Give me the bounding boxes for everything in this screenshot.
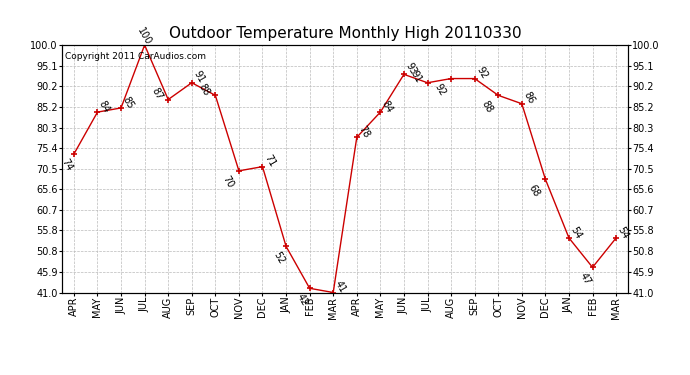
Text: 84: 84 (97, 99, 112, 114)
Text: 52: 52 (272, 249, 286, 266)
Text: 74: 74 (59, 158, 75, 173)
Text: 47: 47 (578, 271, 593, 286)
Text: 70: 70 (220, 174, 235, 190)
Text: Copyright 2011 CarAudios.com: Copyright 2011 CarAudios.com (65, 53, 206, 62)
Text: 88: 88 (197, 82, 212, 98)
Text: 87: 87 (150, 86, 164, 102)
Text: 92: 92 (474, 65, 489, 81)
Text: 88: 88 (480, 99, 495, 114)
Text: 100: 100 (136, 26, 154, 47)
Text: 93: 93 (404, 61, 418, 76)
Text: 84: 84 (380, 99, 395, 114)
Text: 54: 54 (569, 225, 583, 240)
Text: 85: 85 (121, 94, 135, 110)
Text: 68: 68 (527, 183, 542, 198)
Text: 91: 91 (409, 69, 424, 85)
Text: 71: 71 (262, 153, 277, 169)
Text: 86: 86 (522, 90, 536, 106)
Text: 78: 78 (356, 124, 371, 140)
Text: 41: 41 (333, 279, 348, 295)
Text: 42: 42 (295, 291, 310, 307)
Title: Outdoor Temperature Monthly High 20110330: Outdoor Temperature Monthly High 2011033… (168, 26, 522, 41)
Text: 91: 91 (191, 69, 206, 85)
Text: 54: 54 (615, 225, 631, 240)
Text: 92: 92 (433, 82, 447, 98)
